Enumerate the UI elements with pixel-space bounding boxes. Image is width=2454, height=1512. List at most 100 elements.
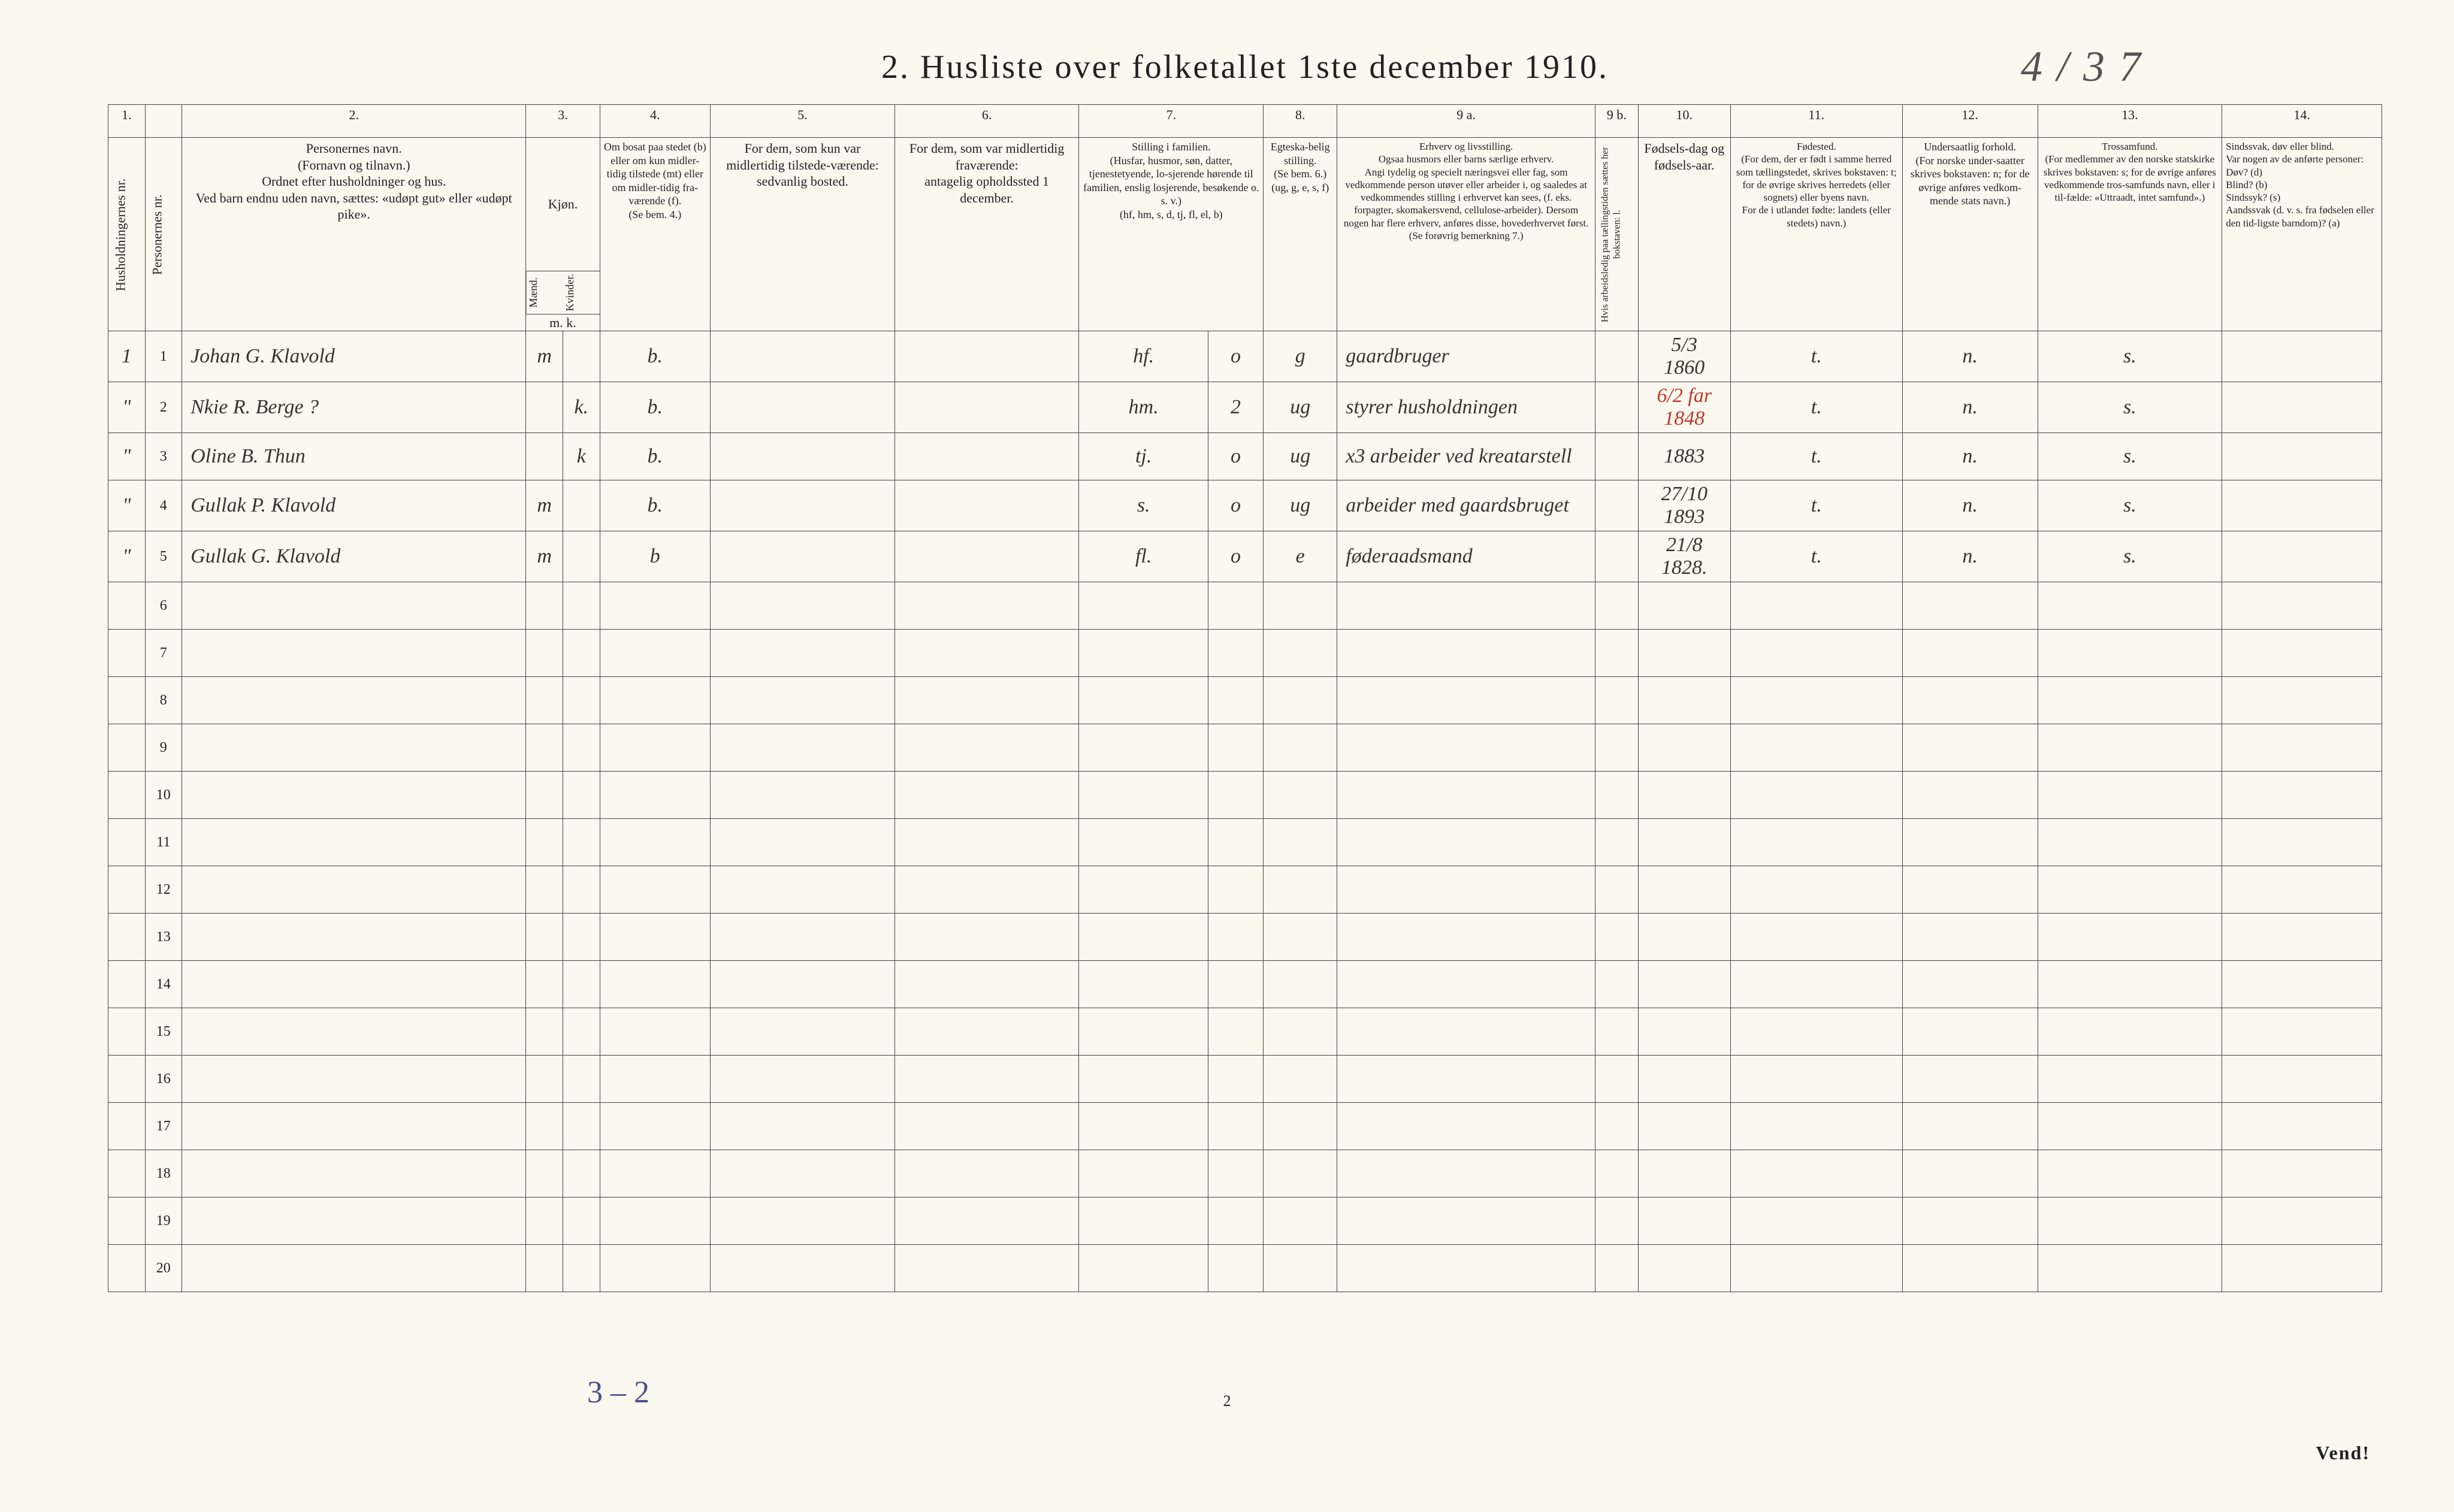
cell [894,1245,1079,1292]
cell [1595,630,1639,677]
cell [1638,866,1730,914]
cell [1730,1056,1902,1103]
cell [182,1150,526,1197]
cell: 18 [145,1150,182,1197]
header-sex-label: Kjøn. [526,138,599,271]
cell [1079,724,1208,772]
cell [108,819,146,866]
cell [2038,582,2222,630]
cell [2222,724,2382,772]
cell [1079,677,1208,724]
cell [1638,1008,1730,1056]
cell [894,480,1079,531]
cell: 8 [145,677,182,724]
cell [1079,630,1208,677]
cell [1337,1056,1595,1103]
cell [1208,1103,1263,1150]
cell: s. [1079,480,1208,531]
cell [2038,866,2222,914]
cell [1079,1150,1208,1197]
cell [2038,1150,2222,1197]
cell: s. [2038,531,2222,582]
census-form-page: 2. Husliste over folketallet 1ste decemb… [0,0,2454,1512]
cell: o [1208,531,1263,582]
header-birthdate: Fødsels-dag og fødsels-aar. [1638,138,1730,331]
cell: " [108,480,146,531]
cell [1595,866,1639,914]
cell [1730,819,1902,866]
cell [2222,382,2382,433]
colnum-3: 3. [526,105,600,138]
cell [1638,630,1730,677]
cell [108,961,146,1008]
cell: x3 arbeider ved kreatarstell [1337,433,1595,480]
cell [563,914,600,961]
cell [1595,961,1639,1008]
cell [1337,582,1595,630]
cell: n. [1902,531,2038,582]
cell [526,1056,563,1103]
cell [1079,914,1208,961]
cell [1902,772,2038,819]
cell: " [108,433,146,480]
cell [1902,1056,2038,1103]
cell [108,630,146,677]
cell: t. [1730,480,1902,531]
cell [1595,1245,1639,1292]
cell: Gullak G. Klavold [182,531,526,582]
cell [2038,914,2222,961]
cell [563,819,600,866]
cell: k [563,433,600,480]
cell [1595,331,1639,382]
header-sex-k: Kvinder. [563,271,600,314]
cell [1079,866,1208,914]
cell [1730,1197,1902,1245]
cell [711,866,895,914]
colnum-2: 2. [182,105,526,138]
cell [1595,724,1639,772]
cell [600,819,711,866]
cell [1638,1245,1730,1292]
cell [711,1056,895,1103]
cell [2222,1150,2382,1197]
cell [894,819,1079,866]
cell: s. [2038,382,2222,433]
table-row: "3Oline B. Thunkb.tj.ougx3 arbeider ved … [108,433,2382,480]
colnum-1: 1. [108,105,146,138]
cell: 2 [1208,382,1263,433]
cell: 5/31860 [1638,331,1730,382]
cell: Gullak P. Klavold [182,480,526,531]
cell [1638,582,1730,630]
cell [894,531,1079,582]
cell [1337,961,1595,1008]
cell: fl. [1079,531,1208,582]
cell [711,331,895,382]
cell [1079,1245,1208,1292]
cell [1264,1150,1337,1197]
cell: 20 [145,1245,182,1292]
cell [2038,1008,2222,1056]
cell [526,866,563,914]
cell: 1 [145,331,182,382]
cell [108,1103,146,1150]
cell [600,582,711,630]
cell [1337,866,1595,914]
table-row: "4Gullak P. Klavoldmb.s.ougarbeider med … [108,480,2382,531]
cell [1264,1103,1337,1150]
cell [1337,1150,1595,1197]
cell [2222,531,2382,582]
cell [182,866,526,914]
table-row: 10 [108,772,2382,819]
table-row: 9 [108,724,2382,772]
cell: ug [1264,382,1337,433]
cell [1595,382,1639,433]
cell: s. [2038,331,2222,382]
cell [563,772,600,819]
cell [894,1008,1079,1056]
cell [2222,677,2382,724]
cell [526,677,563,724]
cell [711,582,895,630]
header-sex: Kjøn. Mænd. Kvinder. m. k. [526,138,600,331]
cell: styrer husholdningen [1337,382,1595,433]
cell [526,630,563,677]
